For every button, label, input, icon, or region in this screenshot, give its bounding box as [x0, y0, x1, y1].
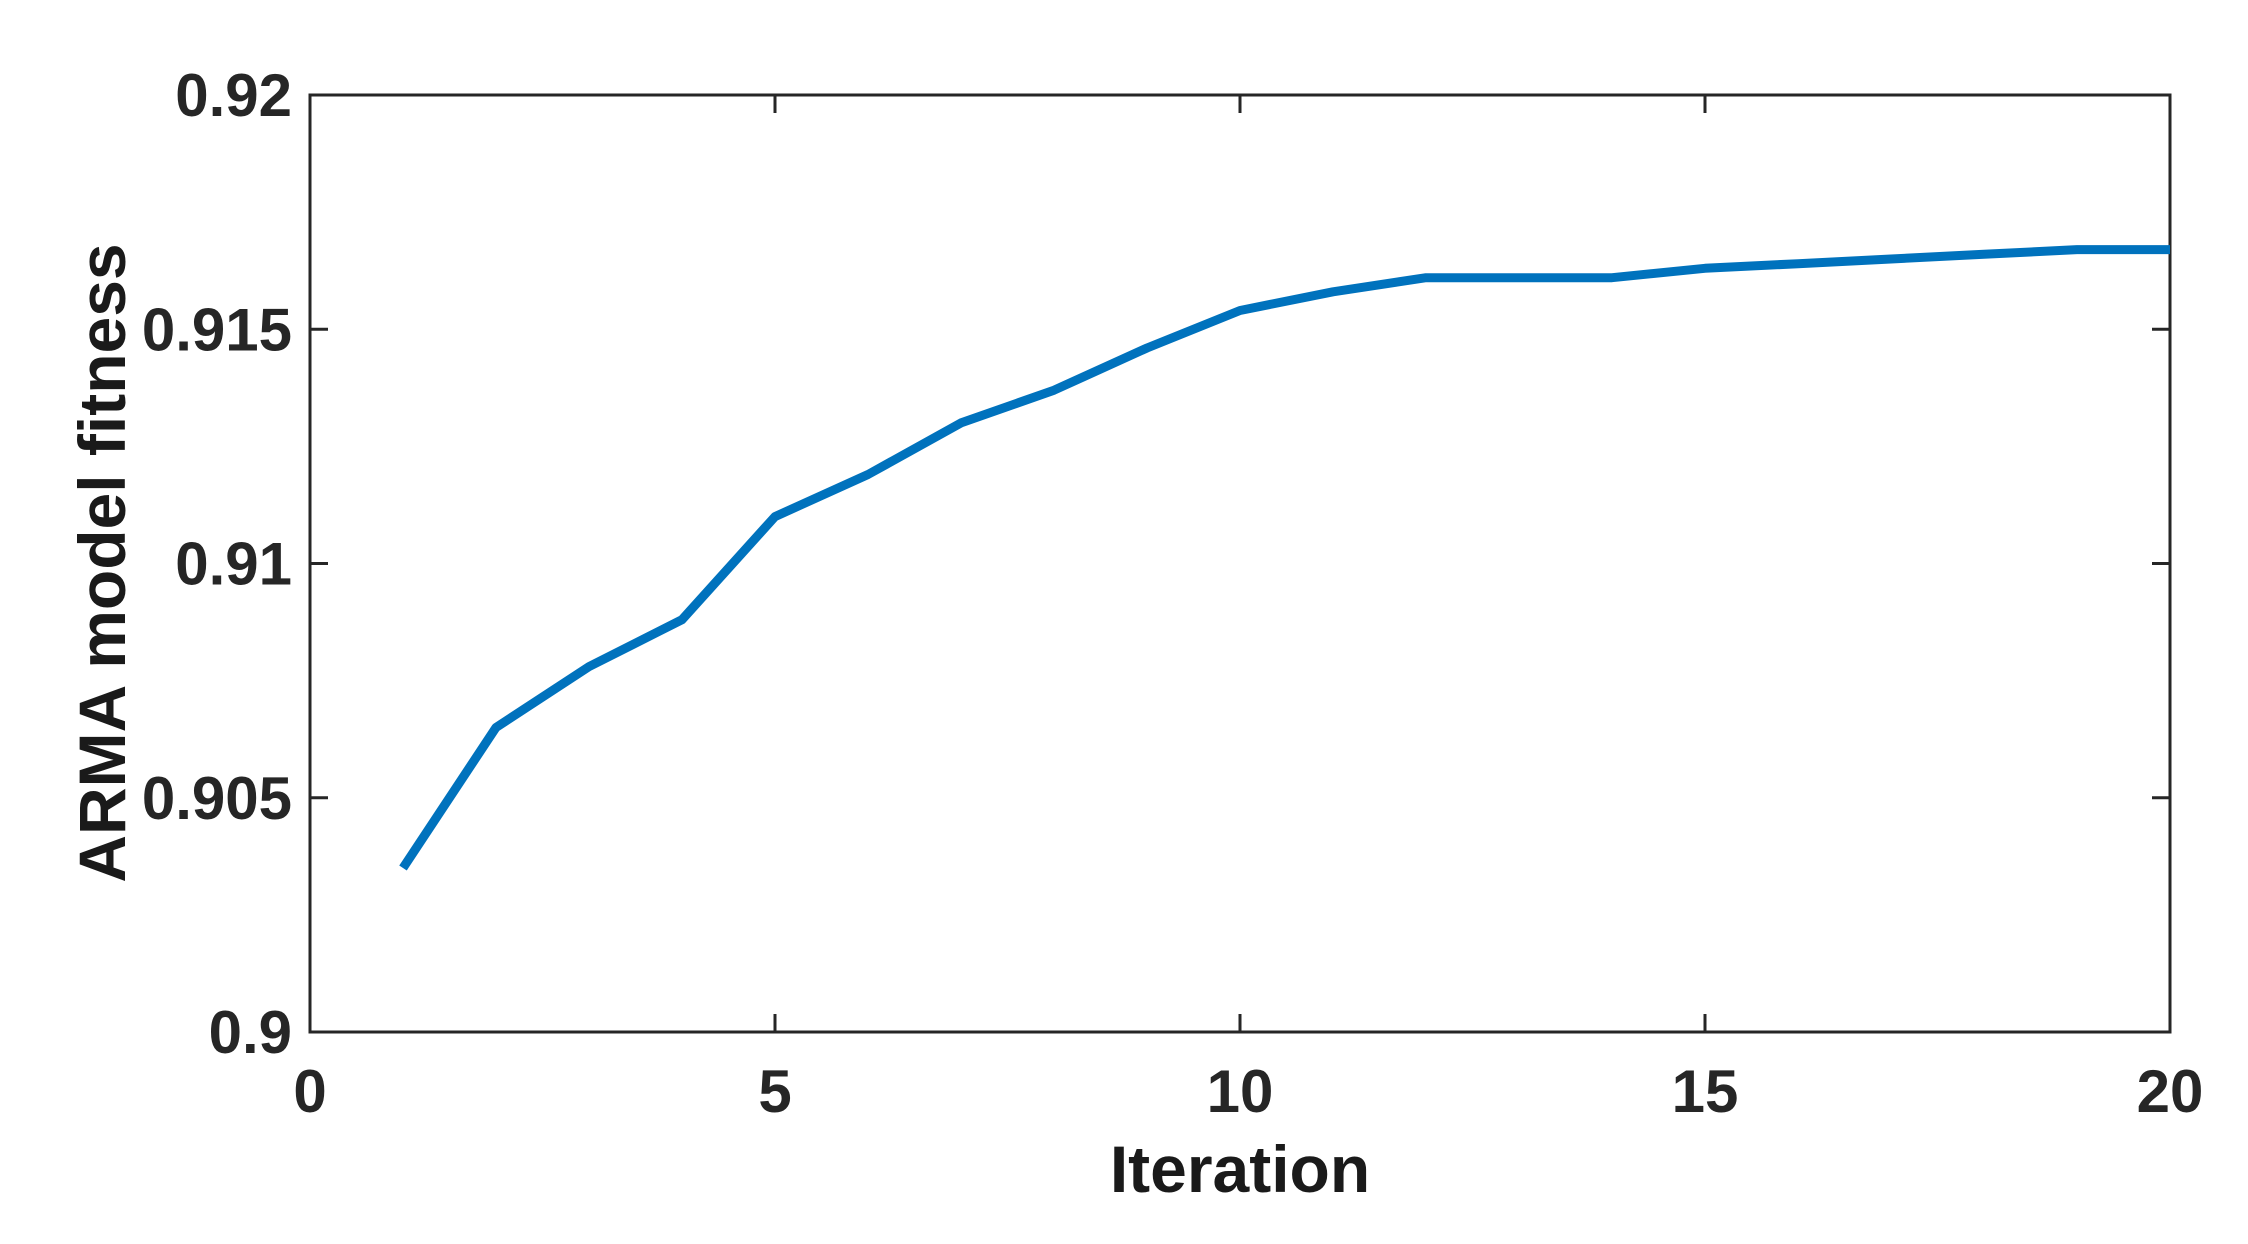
fitness-line: [399, 245, 2170, 871]
x-axis-label: Iteration: [1110, 1132, 1370, 1206]
x-tick-label: 0: [293, 1058, 326, 1125]
y-tick-label: 0.91: [175, 531, 292, 598]
axis-ticks: [308, 93, 2172, 1034]
x-tick-label: 5: [758, 1058, 791, 1125]
x-tick-label: 10: [1207, 1058, 1274, 1125]
data-series: [399, 245, 2170, 871]
axis-tick-labels: 0 5 10 15 20 0.9 0.905 0.91 0.915 0.92: [142, 62, 2204, 1125]
y-tick-label: 0.915: [142, 296, 292, 363]
x-tick-label: 15: [1672, 1058, 1739, 1125]
y-tick-label: 0.9: [209, 999, 292, 1066]
x-tick-label: 20: [2137, 1058, 2204, 1125]
y-tick-label: 0.905: [142, 765, 292, 832]
y-axis-label: ARMA model fitness: [65, 243, 139, 882]
y-tick-label: 0.92: [175, 62, 292, 129]
plot-frame: [308, 93, 2172, 1034]
axes-box: [308, 93, 2172, 1034]
